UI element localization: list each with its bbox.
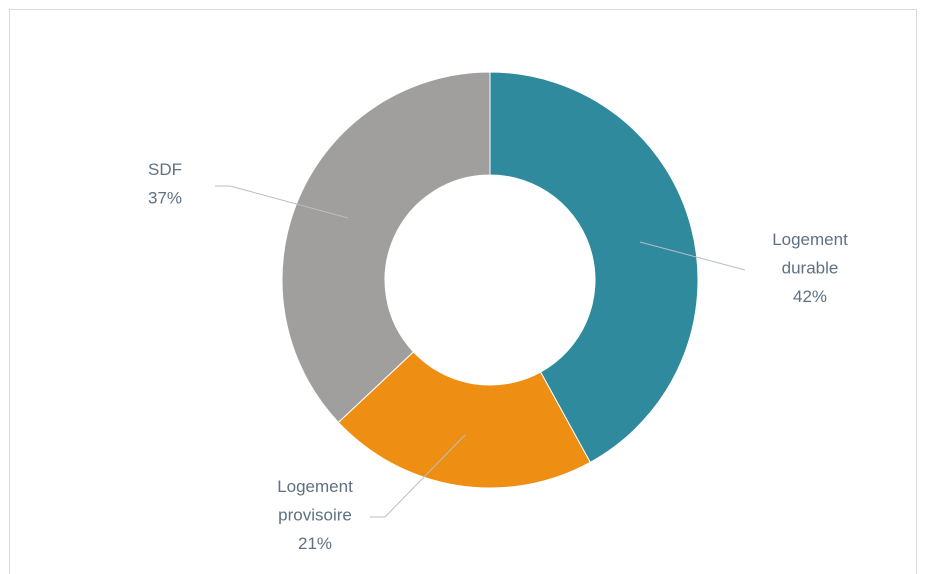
chart-frame: [9, 9, 917, 574]
donut-slice: [281, 71, 491, 424]
leader-line: [215, 185, 349, 219]
data-label-value: 21%: [298, 534, 332, 553]
data-label-value: 37%: [148, 189, 182, 208]
donut-slice: [489, 71, 699, 463]
data-label-name: Logement durable: [772, 230, 848, 278]
leader-line: [370, 434, 466, 518]
data-label-name: Logement provisoire: [277, 477, 353, 525]
data-label-name: SDF: [148, 160, 182, 179]
donut-slice: [337, 351, 591, 489]
slices: [281, 71, 699, 489]
leader-line: [639, 241, 746, 271]
data-label-value: 42%: [793, 287, 827, 306]
